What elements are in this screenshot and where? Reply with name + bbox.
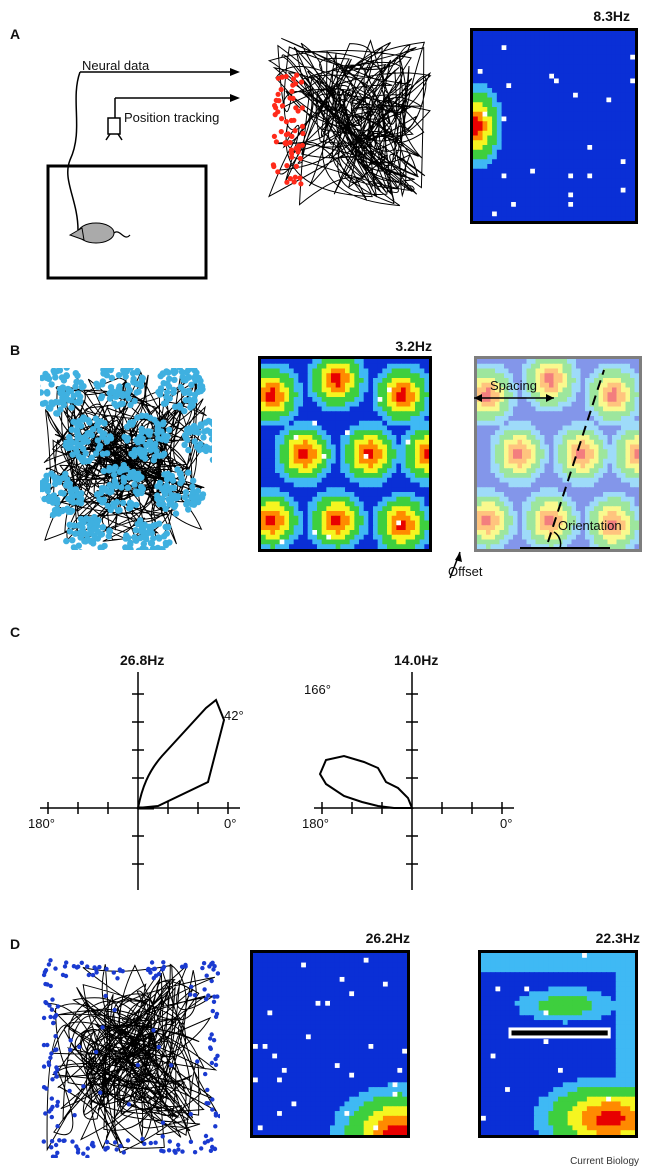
offset-label: Offset — [448, 564, 483, 579]
axis-180-left: 180° — [28, 816, 55, 831]
panel-label: C — [10, 624, 21, 640]
panel-b: B 3.2Hz Spacing Orientation Offset — [0, 300, 647, 600]
rate-label-2: 22.3Hz — [595, 930, 640, 946]
axis-0-left: 0° — [224, 816, 237, 831]
panel-label: A — [10, 26, 21, 42]
panel-c: C 26.8Hz 42° 180° 0° 14.0Hz — [0, 600, 647, 900]
trajectory-plot-d — [41, 958, 220, 1158]
polar-plot-left — [40, 672, 240, 890]
panel-label: B — [10, 342, 21, 358]
grid-annotations — [449, 369, 610, 579]
panel-a: A Neural data Position tracking 8.3Hz — [0, 0, 647, 300]
spacing-label: Spacing — [490, 378, 537, 393]
panel-d: D 26.2Hz 22.3Hz — [0, 900, 647, 1171]
position-tracking-label: Position tracking — [124, 110, 220, 125]
trajectory-plot-a — [267, 37, 432, 207]
polar-plot-right — [314, 672, 514, 890]
grid-rate-map — [258, 356, 432, 552]
rate-label: 8.3Hz — [593, 8, 630, 24]
grid-spike-plot — [40, 368, 212, 550]
journal-credit: Current Biology — [570, 1156, 639, 1167]
axis-180-right: 180° — [302, 816, 329, 831]
rate-label: 3.2Hz — [395, 338, 432, 354]
rate-map-d2 — [478, 950, 638, 1138]
angle-label-right: 166° — [304, 682, 331, 697]
recording-setup-diagram — [46, 68, 240, 280]
angle-label-left: 42° — [224, 708, 244, 723]
rate-label-left: 26.8Hz — [120, 652, 165, 668]
rate-map-d1 — [250, 950, 410, 1138]
rate-label-1: 26.2Hz — [365, 930, 410, 946]
rate-map-a — [470, 28, 638, 224]
orientation-label: Orientation — [558, 518, 622, 533]
rate-label-right: 14.0Hz — [394, 652, 439, 668]
neural-data-label: Neural data — [82, 58, 150, 73]
grid-rate-map-annotated — [474, 356, 642, 552]
panel-label: D — [10, 936, 21, 952]
axis-0-right: 0° — [500, 816, 513, 831]
